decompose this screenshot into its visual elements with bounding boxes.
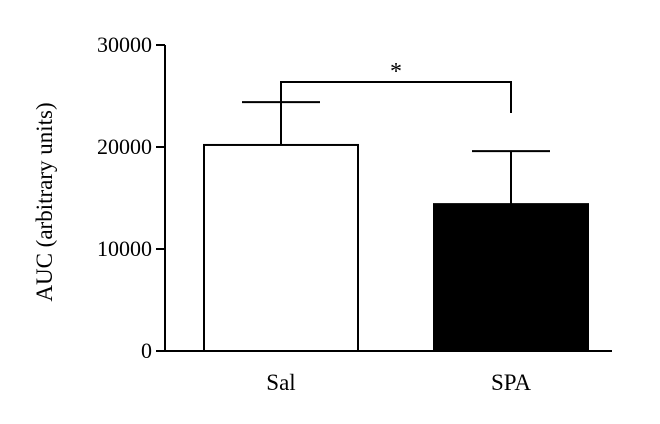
bar-sal [203,143,359,352]
x-tick-label: Sal [266,370,295,395]
y-ticks: 0 10000 20000 30000 [97,32,165,363]
x-tick-label: SPA [491,370,531,395]
category-labels: Sal SPA [266,370,531,395]
y-tick-label: 0 [141,338,152,363]
y-tick-label: 20000 [97,134,152,159]
significance-line [280,81,512,113]
y-axis-title: AUC (arbitrary units) [32,102,57,301]
error-bars [242,101,550,205]
bar-spa [433,203,589,352]
significance-bracket: * [280,59,512,113]
bars [203,143,589,352]
y-tick-label: 30000 [97,32,152,57]
y-tick-label: 10000 [97,236,152,261]
significance-star: * [390,59,402,85]
